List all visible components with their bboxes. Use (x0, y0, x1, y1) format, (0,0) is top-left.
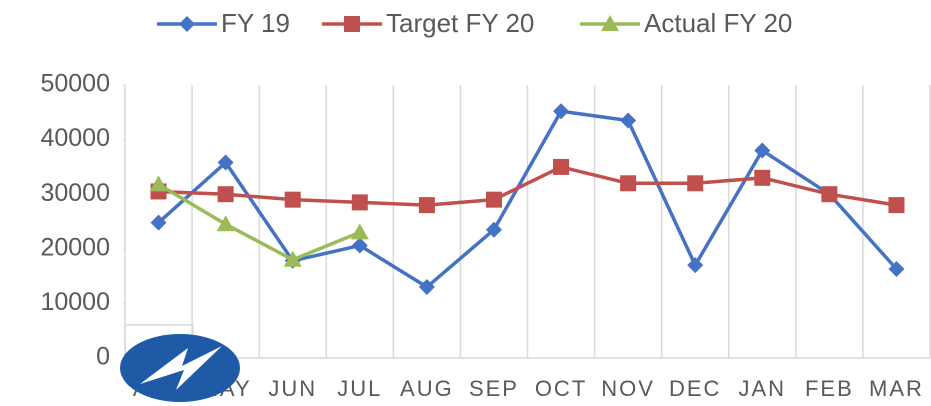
marker (620, 175, 637, 192)
marker (620, 112, 637, 129)
legend-label: FY 19 (221, 8, 290, 38)
y-tick-label: 0 (96, 343, 110, 371)
x-tick-label: MAR (869, 376, 924, 401)
series-line (157, 182, 361, 262)
y-tick-label: 20000 (40, 233, 110, 261)
marker (485, 221, 502, 238)
legend-label: Actual FY 20 (644, 8, 792, 38)
marker (888, 197, 905, 214)
x-tick-label: JAN (739, 376, 787, 401)
series-line (158, 165, 897, 207)
x-tick-label: JUN (268, 376, 317, 401)
legend-label: Target FY 20 (386, 8, 534, 38)
marker (888, 261, 905, 278)
marker (485, 191, 502, 208)
marker (149, 175, 168, 192)
y-tick-label: 30000 (40, 179, 110, 207)
marker (553, 103, 570, 120)
x-tick-label: SEP (469, 376, 519, 401)
marker (821, 186, 838, 203)
marker (216, 215, 235, 232)
marker (283, 250, 302, 267)
marker (418, 279, 435, 296)
marker (687, 175, 704, 192)
x-tick-label: OCT (535, 376, 587, 401)
marker (687, 257, 704, 274)
marker (754, 142, 771, 159)
y-tick-label: 50000 (40, 70, 110, 98)
x-tick-label: DEC (669, 376, 721, 401)
marker (351, 237, 368, 254)
x-tick-label: AUG (400, 376, 454, 401)
legend: FY 19 Target FY 20 Actual FY 20 (157, 8, 792, 38)
marker (553, 158, 570, 175)
series-line (157, 109, 898, 289)
marker (754, 169, 771, 186)
logo (120, 324, 240, 402)
marker (350, 223, 369, 240)
marker (179, 16, 195, 32)
marker (344, 16, 360, 32)
y-tick-label: 40000 (40, 124, 110, 152)
marker (284, 191, 301, 208)
marker (217, 154, 234, 171)
marker (351, 194, 368, 211)
marker (418, 197, 435, 214)
y-tick-label: 10000 (40, 288, 110, 316)
marker (217, 186, 234, 203)
x-tick-label: JUL (337, 376, 382, 401)
marker (150, 214, 167, 231)
x-tick-label: NOV (601, 376, 655, 401)
marker (601, 15, 619, 31)
x-tick-label: FEB (805, 376, 854, 401)
